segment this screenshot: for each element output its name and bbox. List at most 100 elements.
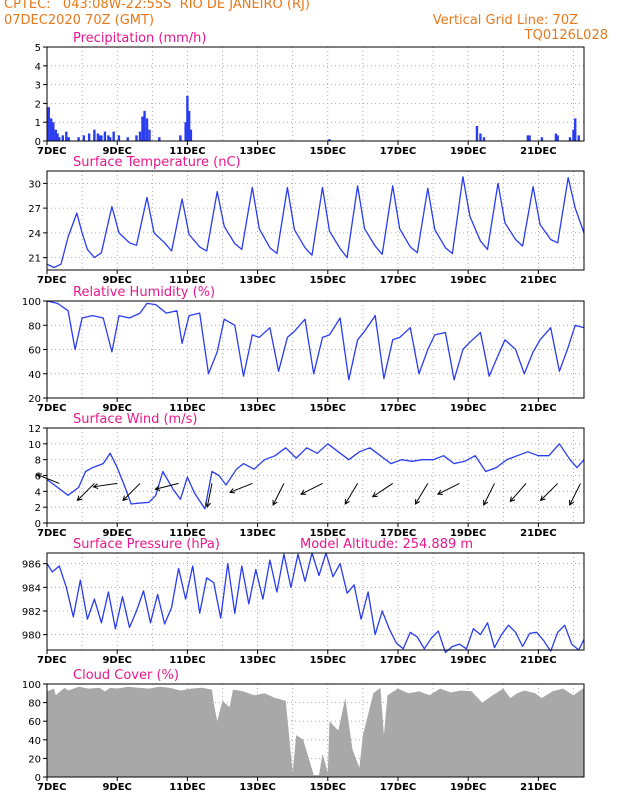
y-tick-label: 6 [35,472,41,483]
precip-bar [145,118,149,141]
precip-bar [47,107,50,141]
precip-bar [189,129,193,141]
y-tick-label: 60 [28,717,41,728]
wind-arrow-head [483,499,489,506]
panel-annotation-4: Model Altitude: 254.889 m [300,537,473,552]
wind-arrow-head [36,473,43,479]
precip-bar [574,118,577,141]
x-tick-label: 9DEC [102,403,131,414]
precip-bar [58,137,61,141]
wind-arrow [93,482,118,488]
y-tick-label: 2 [35,99,41,110]
x-tick-label: 19DEC [450,403,486,414]
panel-title-0: Precipitation (mm/h) [73,31,206,46]
precip-bar [108,137,112,141]
x-tick-label: 19DEC [450,528,486,539]
x-tick-label: 17DEC [380,146,416,157]
precip-bar [112,131,115,141]
wind-arrow [540,483,559,501]
x-tick-label: 9DEC [102,275,131,286]
y-tick-label: 100 [22,297,41,308]
wind-arrow [483,483,495,506]
y-tick-label: 0 [35,137,41,148]
y-tick-label: 2 [35,503,41,514]
precip-bar [52,122,55,141]
series-line-1 [46,176,585,269]
precip-bar [184,122,187,141]
wind-arrow-head [569,499,575,506]
x-tick-label: 7DEC [37,275,66,286]
y-tick-label: 100 [22,680,41,691]
precip-bar [482,137,486,141]
x-tick-label: 13DEC [239,528,275,539]
wind-arrow-head [437,489,443,495]
panel-frame-1 [46,170,585,271]
x-tick-label: 21DEC [520,275,556,286]
x-tick-label: 13DEC [239,275,275,286]
precip-bar [540,137,544,141]
precip-bar [138,131,142,141]
precip-bar [135,135,138,141]
y-tick-label: 982 [22,607,41,618]
x-tick-label: 9DEC [102,782,131,793]
precip-bar [87,133,91,141]
precip-bar [107,135,110,141]
x-tick-label: 11DEC [169,275,205,286]
x-tick-label: 15DEC [310,528,346,539]
precip-bar [56,133,59,141]
y-tick-label: 60 [28,346,41,357]
x-tick-label: 11DEC [169,146,205,157]
x-tick-label: 7DEC [37,528,66,539]
y-tick-label: 40 [28,370,41,381]
x-tick-label: 9DEC [102,655,131,666]
wind-arrow [229,482,253,493]
wind-arrow-head [154,485,161,491]
precip-bar [148,129,151,141]
precip-bar [96,133,100,141]
wind-arrow-head [205,502,211,508]
precip-bar [67,137,70,141]
wind-arrow-head [344,498,350,505]
precip-bar [187,110,191,141]
precip-bar [328,139,331,141]
x-tick-label: 21DEC [520,655,556,666]
wind-arrow [372,483,393,498]
wind-arrow-head [414,498,421,505]
y-tick-label: 27 [28,204,41,215]
x-tick-label: 7DEC [37,655,66,666]
precip-bar [98,135,101,141]
precip-bar [479,133,482,141]
y-tick-label: 986 [22,560,41,571]
x-tick-label: 19DEC [450,275,486,286]
precip-bar [82,135,86,141]
wind-arrow [36,474,60,484]
x-tick-label: 7DEC [37,146,66,157]
wind-arrow [155,482,179,490]
series-line-2 [46,300,585,381]
header-code: TQ0126L028 [524,28,608,43]
precip-bar [475,125,479,141]
x-tick-label: 11DEC [169,655,205,666]
x-tick-label: 17DEC [380,782,416,793]
x-tick-label: 19DEC [450,146,486,157]
precip-bar [65,131,68,141]
y-tick-label: 1 [35,118,41,129]
y-tick-label: 4 [35,487,41,498]
wind-arrow [272,483,285,506]
y-tick-label: 8 [35,456,41,467]
x-tick-label: 15DEC [310,782,346,793]
wind-arrow [509,483,527,502]
wind-arrow [122,483,141,501]
panel-title-2: Relative Humidity (%) [73,285,215,300]
wind-arrow [77,483,95,501]
x-tick-label: 15DEC [310,403,346,414]
precip-bar [93,129,96,141]
x-tick-label: 17DEC [380,275,416,286]
wind-arrow-head [272,499,278,506]
panel-frame-3 [46,427,585,524]
y-tick-label: 24 [28,229,41,240]
x-tick-label: 17DEC [380,655,416,666]
wind-arrow [415,483,429,505]
y-tick-label: 0 [35,519,41,530]
